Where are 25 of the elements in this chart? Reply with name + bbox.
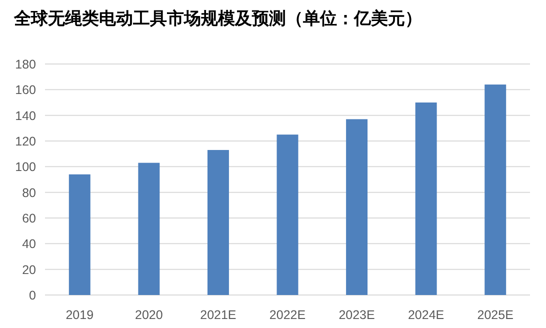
bar <box>415 102 437 295</box>
x-tick-label: 2022E <box>269 308 306 322</box>
bar <box>207 150 229 295</box>
y-tick-label: 100 <box>15 160 36 174</box>
bar <box>484 84 506 295</box>
x-tick-label: 2023E <box>338 308 375 322</box>
y-tick-label: 20 <box>22 262 36 277</box>
bar <box>276 134 298 295</box>
chart-title: 全球无绳类电动工具市场规模及预测（单位：亿美元） <box>13 9 422 28</box>
x-tick-label: 2019 <box>66 308 94 322</box>
x-tick-label: 2021E <box>200 308 236 322</box>
bar <box>138 162 160 295</box>
bar <box>346 119 368 295</box>
x-tick-label: 2025E <box>477 308 514 322</box>
y-tick-label: 160 <box>15 83 36 98</box>
bar <box>68 174 90 295</box>
x-tick-label: 2024E <box>408 308 444 322</box>
x-tick-label: 2020 <box>135 308 163 322</box>
y-tick-label: 120 <box>15 134 36 148</box>
y-tick-label: 0 <box>29 288 36 302</box>
y-tick-label: 140 <box>15 108 36 123</box>
y-tick-label: 180 <box>15 58 36 72</box>
y-tick-label: 40 <box>22 237 36 252</box>
y-tick-label: 80 <box>22 186 36 200</box>
y-tick-label: 60 <box>22 212 36 226</box>
